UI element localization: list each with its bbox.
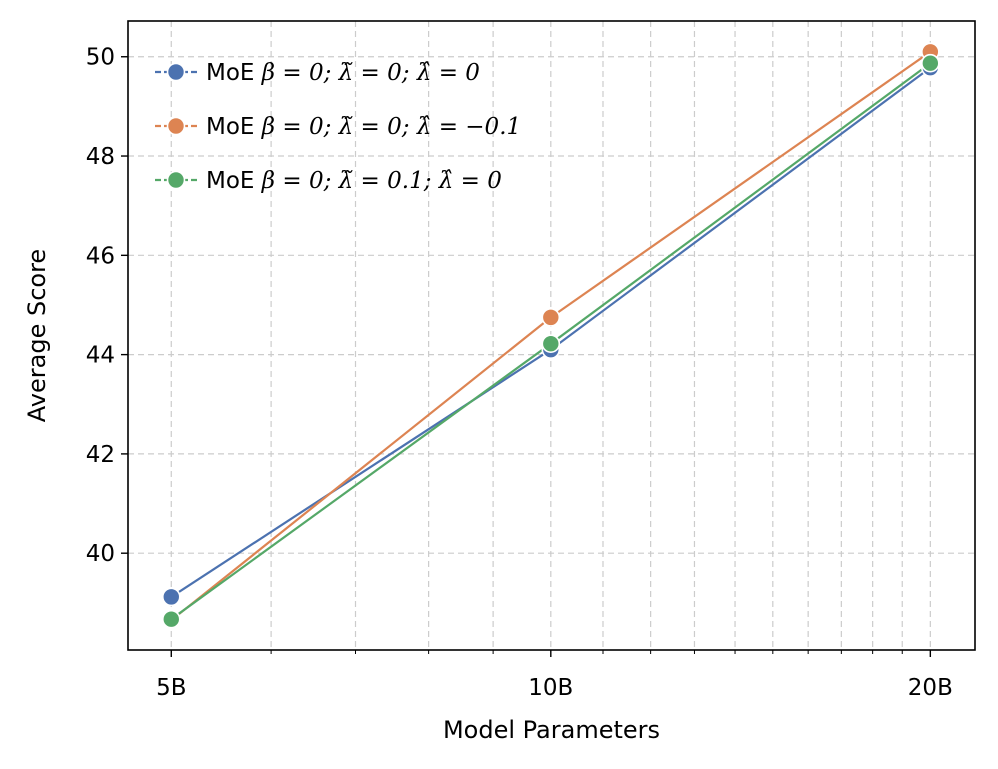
- legend-label: MoE β = 0; λ̃ = 0; λ̂ = −0.1: [206, 114, 521, 140]
- legend-label: MoE β = 0; λ̃ = 0.1; λ̂ = 0: [206, 168, 502, 194]
- y-tick-label: 44: [86, 343, 115, 369]
- legend-entry-3: MoE β = 0; λ̃ = 0.1; λ̂ = 0: [155, 168, 502, 194]
- legend-label: MoE β = 0; λ̃ = 0; λ̂ = 0: [206, 60, 480, 86]
- series-3-point: [161, 609, 181, 629]
- series-2-point: [541, 308, 561, 327]
- y-tick-label: 40: [86, 541, 115, 567]
- y-axis-label: Average Score: [23, 249, 51, 422]
- x-tick-label: 10B: [528, 675, 573, 701]
- legend-marker: [166, 62, 186, 82]
- series-layer: [161, 42, 940, 630]
- axes: 40 42 44 46 48 50 5B 10B 20B: [86, 45, 953, 701]
- y-tick-label: 50: [86, 45, 115, 71]
- x-tick-label: 20B: [908, 675, 953, 701]
- legend: MoE β = 0; λ̃ = 0; λ̂ = 0 MoE β = 0; λ̃ =…: [155, 60, 521, 194]
- legend-marker: [166, 170, 186, 190]
- x-tick-label: 5B: [156, 675, 186, 701]
- legend-entry-1: MoE β = 0; λ̃ = 0; λ̂ = 0: [155, 60, 480, 86]
- series-3-point: [541, 334, 561, 353]
- series-1-point: [161, 587, 181, 607]
- y-tick-label: 46: [86, 243, 115, 269]
- legend-marker: [166, 116, 186, 136]
- legend-entry-2: MoE β = 0; λ̃ = 0; λ̂ = −0.1: [155, 114, 521, 140]
- x-axis-label: Model Parameters: [443, 716, 660, 744]
- series-3-point: [921, 53, 940, 73]
- grid: [128, 21, 975, 650]
- y-tick-label: 48: [86, 144, 115, 170]
- y-tick-label: 42: [86, 442, 115, 468]
